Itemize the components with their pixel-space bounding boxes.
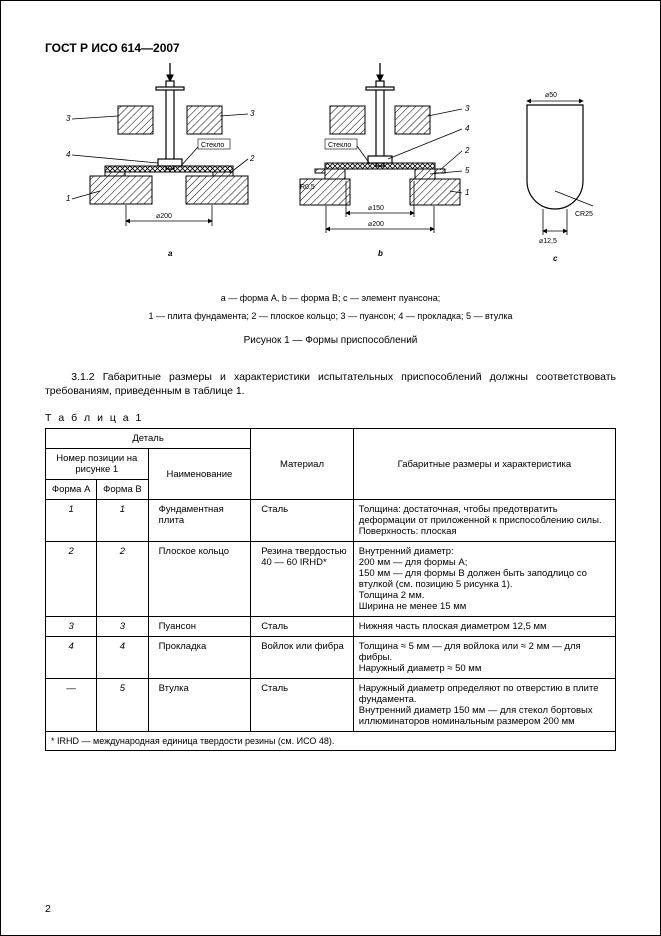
assembly-a: ⌀200 3 4 1 3 2 Стекло a (66, 63, 255, 258)
th-name: Наименование (148, 449, 251, 500)
cell-dims: Толщина: достаточная, чтобы предотвратит… (353, 500, 615, 542)
page-number: 2 (45, 903, 51, 915)
table-1-label: Т а б л и ц а 1 (45, 412, 616, 424)
cell-name: Втулка (148, 679, 251, 732)
cell-form-a: 1 (46, 500, 97, 542)
cell-form-b: 1 (97, 500, 148, 542)
table-footnote-row: * IRHD — международная единица твердости… (46, 732, 616, 751)
detail-c: ⌀50 CR25 ⌀12,5 c (527, 92, 593, 263)
cell-form-a: — (46, 679, 97, 732)
cell-dims: Толщина ≈ 5 мм — для войлока или ≈ 2 мм … (353, 637, 615, 679)
cell-form-a: 2 (46, 542, 97, 617)
cell-dims: Внутренний диаметр: 200 мм — для формы А… (353, 542, 615, 617)
doc-id: ГОСТ Р ИСО 614—2007 (45, 41, 616, 55)
table-row: —5ВтулкаСталь Наружный диаметр определяю… (46, 679, 616, 732)
label-4a: 4 (66, 150, 71, 159)
th-material: Материал (251, 429, 354, 500)
dim-200-a: ⌀200 (156, 213, 172, 220)
th-dims: Габаритные размеры и характеристика (353, 429, 615, 500)
label-1b: 1 (465, 188, 469, 197)
th-detail: Деталь (46, 429, 251, 449)
label-3b: 3 (465, 104, 470, 113)
dim-150: ⌀150 (368, 205, 384, 212)
dim-50: ⌀50 (545, 92, 557, 99)
label-3ar: 3 (250, 109, 255, 118)
glass-label-b: Стекло (328, 142, 351, 149)
table-head: Деталь Материал Габаритные размеры и хар… (46, 429, 616, 500)
label-5b: 5 (465, 166, 470, 175)
cell-dims: Наружный диаметр определяют по отверстию… (353, 679, 615, 732)
label-2a: 2 (249, 154, 255, 163)
cell-form-a: 4 (46, 637, 97, 679)
figure-caption-2: 1 — плита фундамента; 2 — плоское кольцо… (45, 311, 616, 321)
th-form-a: Форма А (46, 480, 97, 500)
glass-label-a: Стекло (201, 142, 224, 149)
table-body: 11Фундаментная плитаСталь Толщина: доста… (46, 500, 616, 732)
table-1: Деталь Материал Габаритные размеры и хар… (45, 428, 616, 751)
cell-material: Сталь (251, 500, 354, 542)
assembly-b: ⌀150 ⌀200 R0,5 3 4 2 5 1 Сте (300, 63, 470, 258)
cell-name: Плоское кольцо (148, 542, 251, 617)
figure-1: ⌀200 3 4 1 3 2 Стекло a (45, 61, 616, 291)
dim-12-5: ⌀12,5 (539, 238, 557, 245)
dim-200-b: ⌀200 (368, 221, 384, 228)
c-label: c (553, 254, 558, 263)
cell-name: Прокладка (148, 637, 251, 679)
cell-name: Фундаментная плита (148, 500, 251, 542)
page: ГОСТ Р ИСО 614—2007 (0, 0, 661, 936)
cell-form-a: 3 (46, 617, 97, 637)
r05: R0,5 (300, 184, 315, 191)
figure-title: Рисунок 1 — Формы приспособлений (45, 335, 616, 346)
cell-form-b: 5 (97, 679, 148, 732)
label-3a: 3 (66, 114, 71, 123)
th-form-b: Форма В (97, 480, 148, 500)
table-row: 22Плоское кольцоРезина твердостью 40 — 6… (46, 542, 616, 617)
label-1a: 1 (66, 194, 70, 203)
cell-material: Сталь (251, 679, 354, 732)
table-footnote: * IRHD — международная единица твердости… (46, 732, 616, 751)
cr25: CR25 (575, 211, 593, 218)
table-row: 33ПуансонСталь Нижняя часть плоская диам… (46, 617, 616, 637)
cell-dims: Нижняя часть плоская диаметром 12,5 мм (353, 617, 615, 637)
th-pos: Номер позиции на рисунке 1 (46, 449, 149, 480)
a-label: a (168, 249, 173, 258)
label-2b: 2 (464, 146, 470, 155)
cell-material: Сталь (251, 617, 354, 637)
cell-form-b: 4 (97, 637, 148, 679)
label-4b: 4 (465, 124, 470, 133)
cell-form-b: 3 (97, 617, 148, 637)
cell-form-b: 2 (97, 542, 148, 617)
table-row: 11Фундаментная плитаСталь Толщина: доста… (46, 500, 616, 542)
section-3-1-2: 3.1.2 Габаритные размеры и характеристик… (45, 370, 616, 398)
cell-name: Пуансон (148, 617, 251, 637)
b-label: b (378, 249, 383, 258)
table-row: 44ПрокладкаВойлок или фибра Толщина ≈ 5 … (46, 637, 616, 679)
figure-svg: ⌀200 3 4 1 3 2 Стекло a (45, 61, 615, 291)
figure-caption-1: a — форма A, b — форма B; c — элемент пу… (45, 293, 616, 303)
cell-material: Войлок или фибра (251, 637, 354, 679)
cell-material: Резина твердостью 40 — 60 IRHD* (251, 542, 354, 617)
